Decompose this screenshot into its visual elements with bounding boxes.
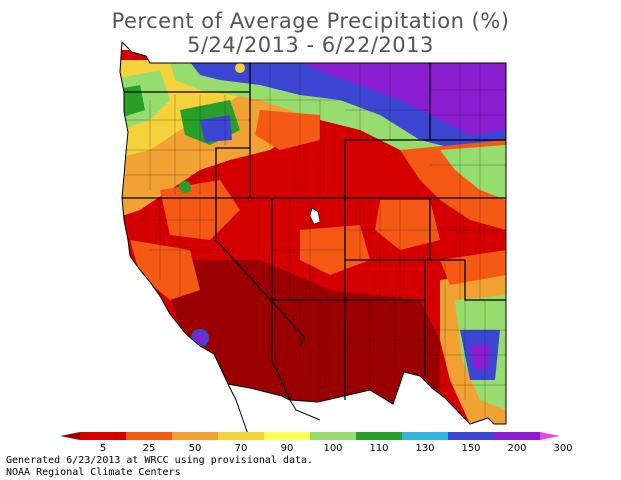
legend-swatch [310, 432, 357, 440]
legend-tick-label: 150 [461, 443, 480, 454]
mexico-border [227, 383, 321, 441]
generated-note: Generated 6/23/2013 at WRCC using provis… [6, 455, 314, 466]
legend-tick-label: 300 [553, 443, 572, 454]
legend-arrow-high [540, 432, 560, 440]
legend-tick-label: 130 [415, 443, 434, 454]
map-title: Percent of Average Precipitation (%) [111, 9, 510, 33]
legend-swatch [218, 432, 265, 440]
legend-tick-label: 50 [189, 443, 202, 454]
legend-tick-label: 110 [369, 443, 388, 454]
legend-tick-label: 90 [281, 443, 294, 454]
legend-arrow-low [60, 432, 80, 440]
county-boundaries [124, 63, 506, 420]
legend-swatch [356, 432, 403, 440]
legend-tick-label: 70 [235, 443, 248, 454]
legend-swatch [126, 432, 173, 440]
legend-swatch [494, 432, 541, 440]
legend-swatch [402, 432, 449, 440]
legend-swatch [264, 432, 311, 440]
legend-tick-label: 5 [100, 443, 106, 454]
legend-swatch [80, 432, 127, 440]
legend-tick-label: 25 [143, 443, 156, 454]
legend-swatch [448, 432, 495, 440]
map-date-range: 5/24/2013 - 6/22/2013 [187, 33, 434, 57]
legend-tick-label: 100 [323, 443, 342, 454]
source-credit: NOAA Regional Climate Centers [6, 467, 181, 478]
legend-swatch [172, 432, 219, 440]
legend-tick-label: 200 [507, 443, 526, 454]
